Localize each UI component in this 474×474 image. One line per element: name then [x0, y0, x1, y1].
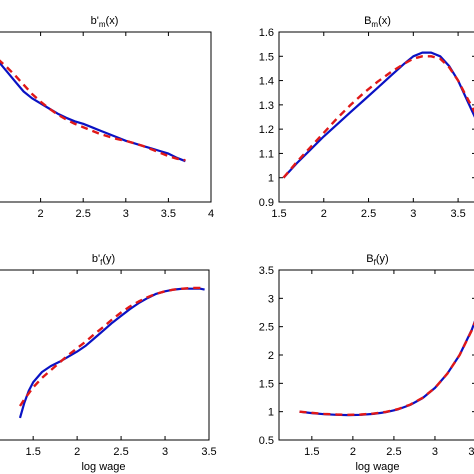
x-tick-label: 3 — [162, 446, 168, 458]
chart-title: b'f(y) — [92, 253, 115, 267]
solid-series-line — [0, 61, 186, 163]
x-tick-label: 3 — [123, 208, 129, 220]
solid-series-line — [18, 287, 205, 419]
y-tick-label: 1 — [268, 173, 274, 185]
y-tick-label: 1.2 — [259, 124, 274, 136]
x-axis-label: log wage — [81, 461, 125, 473]
y-tick-label: 1.4 — [259, 76, 274, 88]
chart-panel-2: 1.5 2 2.5 3 3.5 0.9 1 1.1 1.2 1.3 1.4 1.5 1.6 Bm(x) — [259, 15, 474, 220]
x-tick-label: 2 — [321, 208, 327, 220]
x-tick-label: 3.5 — [450, 208, 465, 220]
y-tick-label: 1.3 — [259, 100, 274, 112]
x-tick-label: 1.5 — [26, 446, 41, 458]
x-tick-label: 3.5 — [161, 208, 176, 220]
y-tick-label: 2 — [268, 350, 274, 362]
x-tick-label: 2 — [350, 446, 356, 458]
title-subscript: f — [374, 258, 377, 267]
title-tail: (x) — [378, 15, 391, 27]
chart-panel-4: 1.5 2 2.5 3 3.5 0.5 1 1.5 2 2.5 3 3.5 Bf(y) log wage — [259, 253, 474, 473]
y-tick-label: 3 — [268, 293, 274, 305]
chart-panel-3: 1.5 2 2.5 3 3.5 b'f(y) log wage — [0, 253, 217, 473]
x-tick-label: 3.5 — [201, 446, 216, 458]
plot-frame — [0, 269, 210, 441]
y-tick-label: 1 — [268, 407, 274, 419]
x-tick-label: 1.5 — [271, 208, 286, 220]
x-tick-label: 3.5 — [468, 446, 474, 458]
chart-panel-1: 2 2.5 3 3.5 4 b'm(x) — [0, 15, 214, 220]
title-subscript: f — [100, 258, 103, 267]
x-axis-label: log wage — [355, 461, 399, 473]
x-tick-label: 3 — [410, 208, 416, 220]
x-tick-label: 2.5 — [386, 446, 401, 458]
y-tick-label: 0.5 — [259, 435, 274, 447]
x-tick-label: 2.5 — [361, 208, 376, 220]
plot-frame — [0, 31, 212, 203]
title-main: b' — [92, 253, 100, 265]
title-main: B — [364, 15, 371, 27]
y-tick-label: 0.9 — [259, 197, 274, 209]
x-tick-label: 2.5 — [76, 208, 91, 220]
y-tick-label: 2.5 — [259, 322, 274, 334]
title-tail: (x) — [106, 15, 119, 27]
solid-series-line — [282, 51, 474, 179]
plot-frame — [278, 31, 474, 203]
title-main: B — [366, 253, 373, 265]
chart-title: b'm(x) — [91, 15, 119, 29]
x-tick-label: 1.5 — [304, 446, 319, 458]
title-tail: (y) — [102, 253, 115, 265]
title-subscript: m — [99, 20, 106, 29]
x-tick-label: 3 — [432, 446, 438, 458]
chart-title: Bf(y) — [366, 253, 388, 267]
title-tail: (y) — [376, 253, 389, 265]
y-tick-label: 3.5 — [259, 265, 274, 277]
x-tick-label: 2 — [74, 446, 80, 458]
chart-title: Bm(x) — [364, 15, 391, 29]
x-tick-label: 2 — [38, 208, 44, 220]
x-tick-label: 4 — [208, 208, 214, 220]
dashed-series-line — [18, 286, 205, 407]
title-main: b' — [91, 15, 99, 27]
title-subscript: m — [371, 20, 378, 29]
solid-series-line — [299, 320, 474, 417]
dashed-series-line — [299, 321, 474, 416]
y-tick-label: 1.6 — [259, 27, 274, 39]
dashed-series-line — [282, 55, 474, 179]
x-tick-label: 2.5 — [113, 446, 128, 458]
dashed-series-line — [0, 59, 186, 162]
y-tick-label: 1.5 — [259, 51, 274, 63]
y-tick-label: 1.5 — [259, 378, 274, 390]
y-tick-label: 1.1 — [259, 148, 274, 160]
